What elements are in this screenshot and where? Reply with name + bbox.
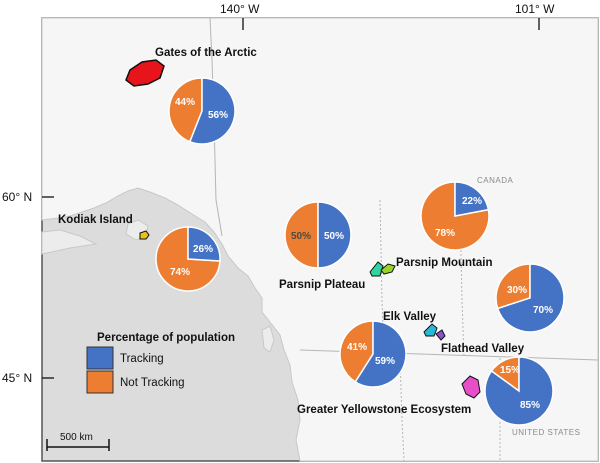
pie-slice-tracking bbox=[354, 320, 407, 388]
label-elk-valley: Elk Valley bbox=[383, 311, 437, 323]
pie-label-tracking: 70% bbox=[533, 305, 553, 316]
pie-label-not-tracking: 74% bbox=[170, 267, 190, 278]
lat-label-bottom: 45° N bbox=[2, 371, 32, 385]
pie-label-not-tracking: 30% bbox=[507, 285, 527, 296]
legend-title: Percentage of population bbox=[97, 332, 235, 344]
label-flathead-valley: Flathead Valley bbox=[441, 343, 525, 355]
scale-bar bbox=[46, 439, 110, 451]
pie-slice-tracking bbox=[187, 226, 221, 262]
place-labels: Gates of the Arctic Kodiak Island Parsni… bbox=[58, 47, 525, 416]
pie-slice-not-tracking bbox=[495, 263, 531, 310]
pie-slice-not-tracking bbox=[168, 77, 203, 143]
elk-valley-area bbox=[423, 323, 438, 337]
pie-gates-of-the-arctic: 56% 44% bbox=[168, 77, 236, 145]
pie-slice-tracking bbox=[484, 356, 554, 426]
pie-parsnip-plateau: 50% 50% bbox=[284, 201, 352, 269]
pie-charts: 56% 44% 26% 74% 50% 50% 22% 78% 70% 30% 59% 41% 85% 1… bbox=[155, 77, 565, 426]
legend-swatch-tracking bbox=[86, 346, 114, 370]
lat-label-top: 60° N bbox=[2, 190, 32, 204]
pie-slice-tracking bbox=[496, 263, 565, 333]
pie-kodiak-island: 26% 74% bbox=[155, 226, 221, 292]
pie-label-not-tracking: 15% bbox=[500, 365, 520, 376]
pie-label-tracking: 22% bbox=[462, 196, 482, 207]
pie-label-tracking: 56% bbox=[208, 110, 228, 121]
label-parsnip-mountain: Parsnip Mountain bbox=[396, 257, 492, 269]
pie-slice-tracking bbox=[317, 201, 352, 269]
country-label-canada: CANADA bbox=[477, 176, 514, 185]
pie-label-not-tracking: 78% bbox=[435, 228, 455, 239]
legend-label-tracking: Tracking bbox=[120, 353, 164, 365]
parsnip-mountain-area bbox=[380, 263, 396, 275]
country-label-us: UNITED STATES bbox=[512, 428, 580, 437]
greater-yellowstone-area bbox=[461, 375, 481, 399]
pie-parsnip-mountain: 22% 78% bbox=[420, 181, 490, 251]
pie-label-tracking: 26% bbox=[193, 244, 213, 255]
label-greater-yellowstone: Greater Yellowstone Ecosystem bbox=[297, 404, 471, 416]
pie-label-not-tracking: 50% bbox=[291, 231, 311, 242]
legend: Percentage of population Tracking Not Tr… bbox=[86, 332, 235, 394]
graticule bbox=[42, 18, 540, 379]
legend-swatch-not-tracking bbox=[86, 370, 114, 394]
pie-label-tracking: 50% bbox=[324, 231, 344, 242]
pie-label-tracking: 59% bbox=[375, 356, 395, 367]
label-kodiak-island: Kodiak Island bbox=[58, 214, 133, 226]
flathead-valley-area bbox=[435, 329, 446, 341]
pie-greater-yellowstone: 85% 15% bbox=[484, 356, 554, 426]
pie-label-tracking: 85% bbox=[520, 400, 540, 411]
pie-label-not-tracking: 44% bbox=[175, 97, 195, 108]
scale-bar-label: 500 km bbox=[60, 432, 93, 443]
coastal-island bbox=[261, 325, 275, 353]
label-parsnip-plateau: Parsnip Plateau bbox=[279, 279, 365, 291]
pie-elk-valley: 70% 30% bbox=[495, 263, 565, 333]
alaska-peninsula bbox=[41, 229, 98, 255]
study-areas bbox=[125, 59, 481, 399]
pie-slice-tracking bbox=[188, 77, 236, 145]
pie-slice-tracking bbox=[454, 181, 490, 217]
lon-label-right: 101° W bbox=[515, 2, 555, 16]
pie-flathead-valley: 59% 41% bbox=[339, 320, 407, 388]
state-border-1 bbox=[399, 355, 405, 462]
pie-slice-not-tracking bbox=[284, 201, 319, 269]
kodiak-island-area bbox=[139, 230, 150, 240]
lon-label-left: 140° W bbox=[220, 2, 260, 16]
label-gates-of-the-arctic: Gates of the Arctic bbox=[155, 47, 257, 59]
legend-label-not-tracking: Not Tracking bbox=[120, 377, 185, 389]
gates-of-the-arctic-area bbox=[125, 59, 165, 87]
pie-label-not-tracking: 41% bbox=[347, 342, 367, 353]
